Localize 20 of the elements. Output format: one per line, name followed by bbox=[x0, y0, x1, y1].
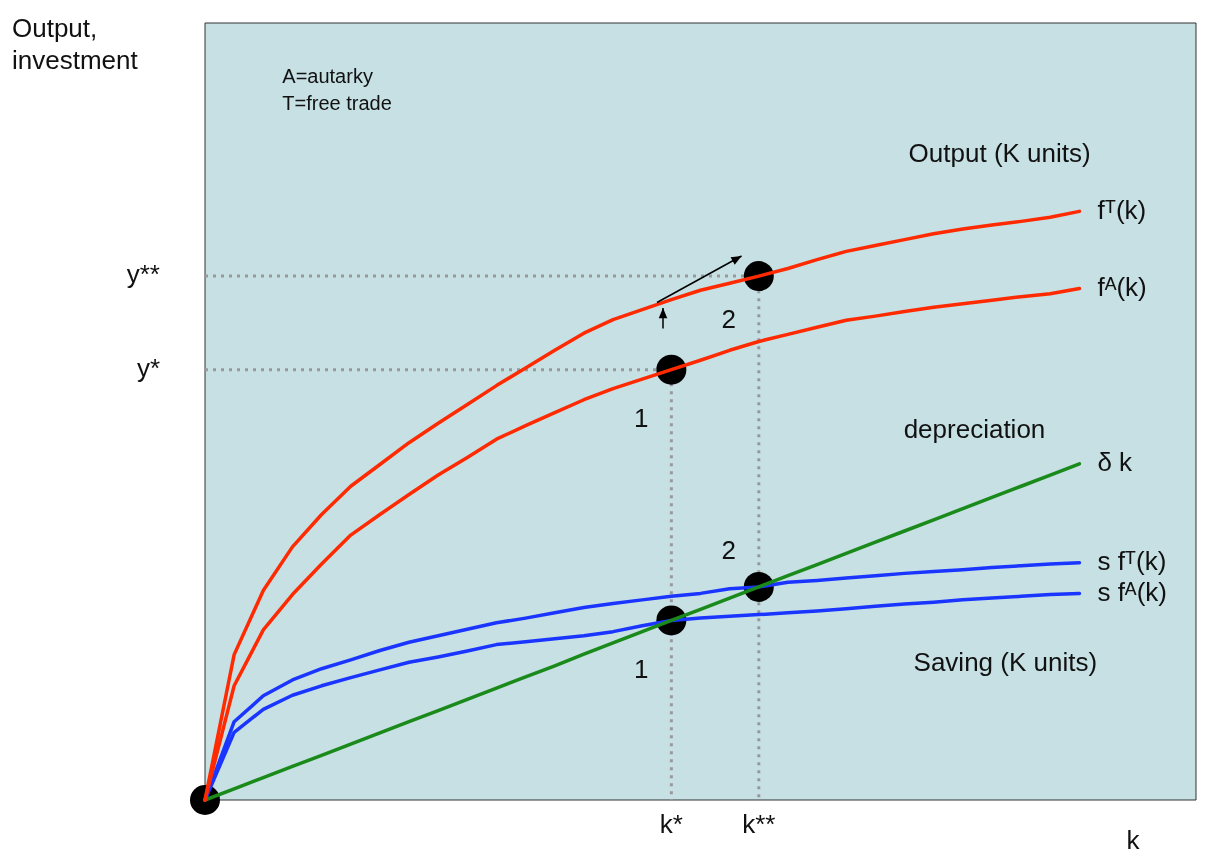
text: Output, investment bbox=[12, 13, 139, 76]
series-label: s fᴬ(k) bbox=[1097, 576, 1167, 607]
text: y* bbox=[136, 352, 160, 383]
annotation: Saving (K units) bbox=[913, 647, 1098, 678]
series-label: s fᵀ(k) bbox=[1097, 545, 1167, 576]
series-label: δ k bbox=[1097, 447, 1134, 478]
text: T=free trade bbox=[282, 92, 392, 115]
x-tick-label: k* bbox=[659, 808, 683, 839]
annotation: 1 bbox=[634, 402, 649, 433]
annotation: 2 bbox=[721, 304, 737, 335]
x-axis-title: k bbox=[1126, 825, 1141, 856]
series-label: fᴬ(k) bbox=[1097, 271, 1147, 302]
x-tick-label: k** bbox=[742, 808, 776, 839]
annotation: 1 bbox=[634, 653, 649, 684]
text: Output (K units) bbox=[908, 138, 1091, 169]
series-label: fᵀ(k) bbox=[1097, 194, 1147, 225]
annotation: 2 bbox=[721, 535, 737, 566]
text: A=autarky bbox=[282, 64, 373, 87]
text: y** bbox=[126, 259, 160, 290]
annotation: depreciation bbox=[903, 414, 1046, 445]
